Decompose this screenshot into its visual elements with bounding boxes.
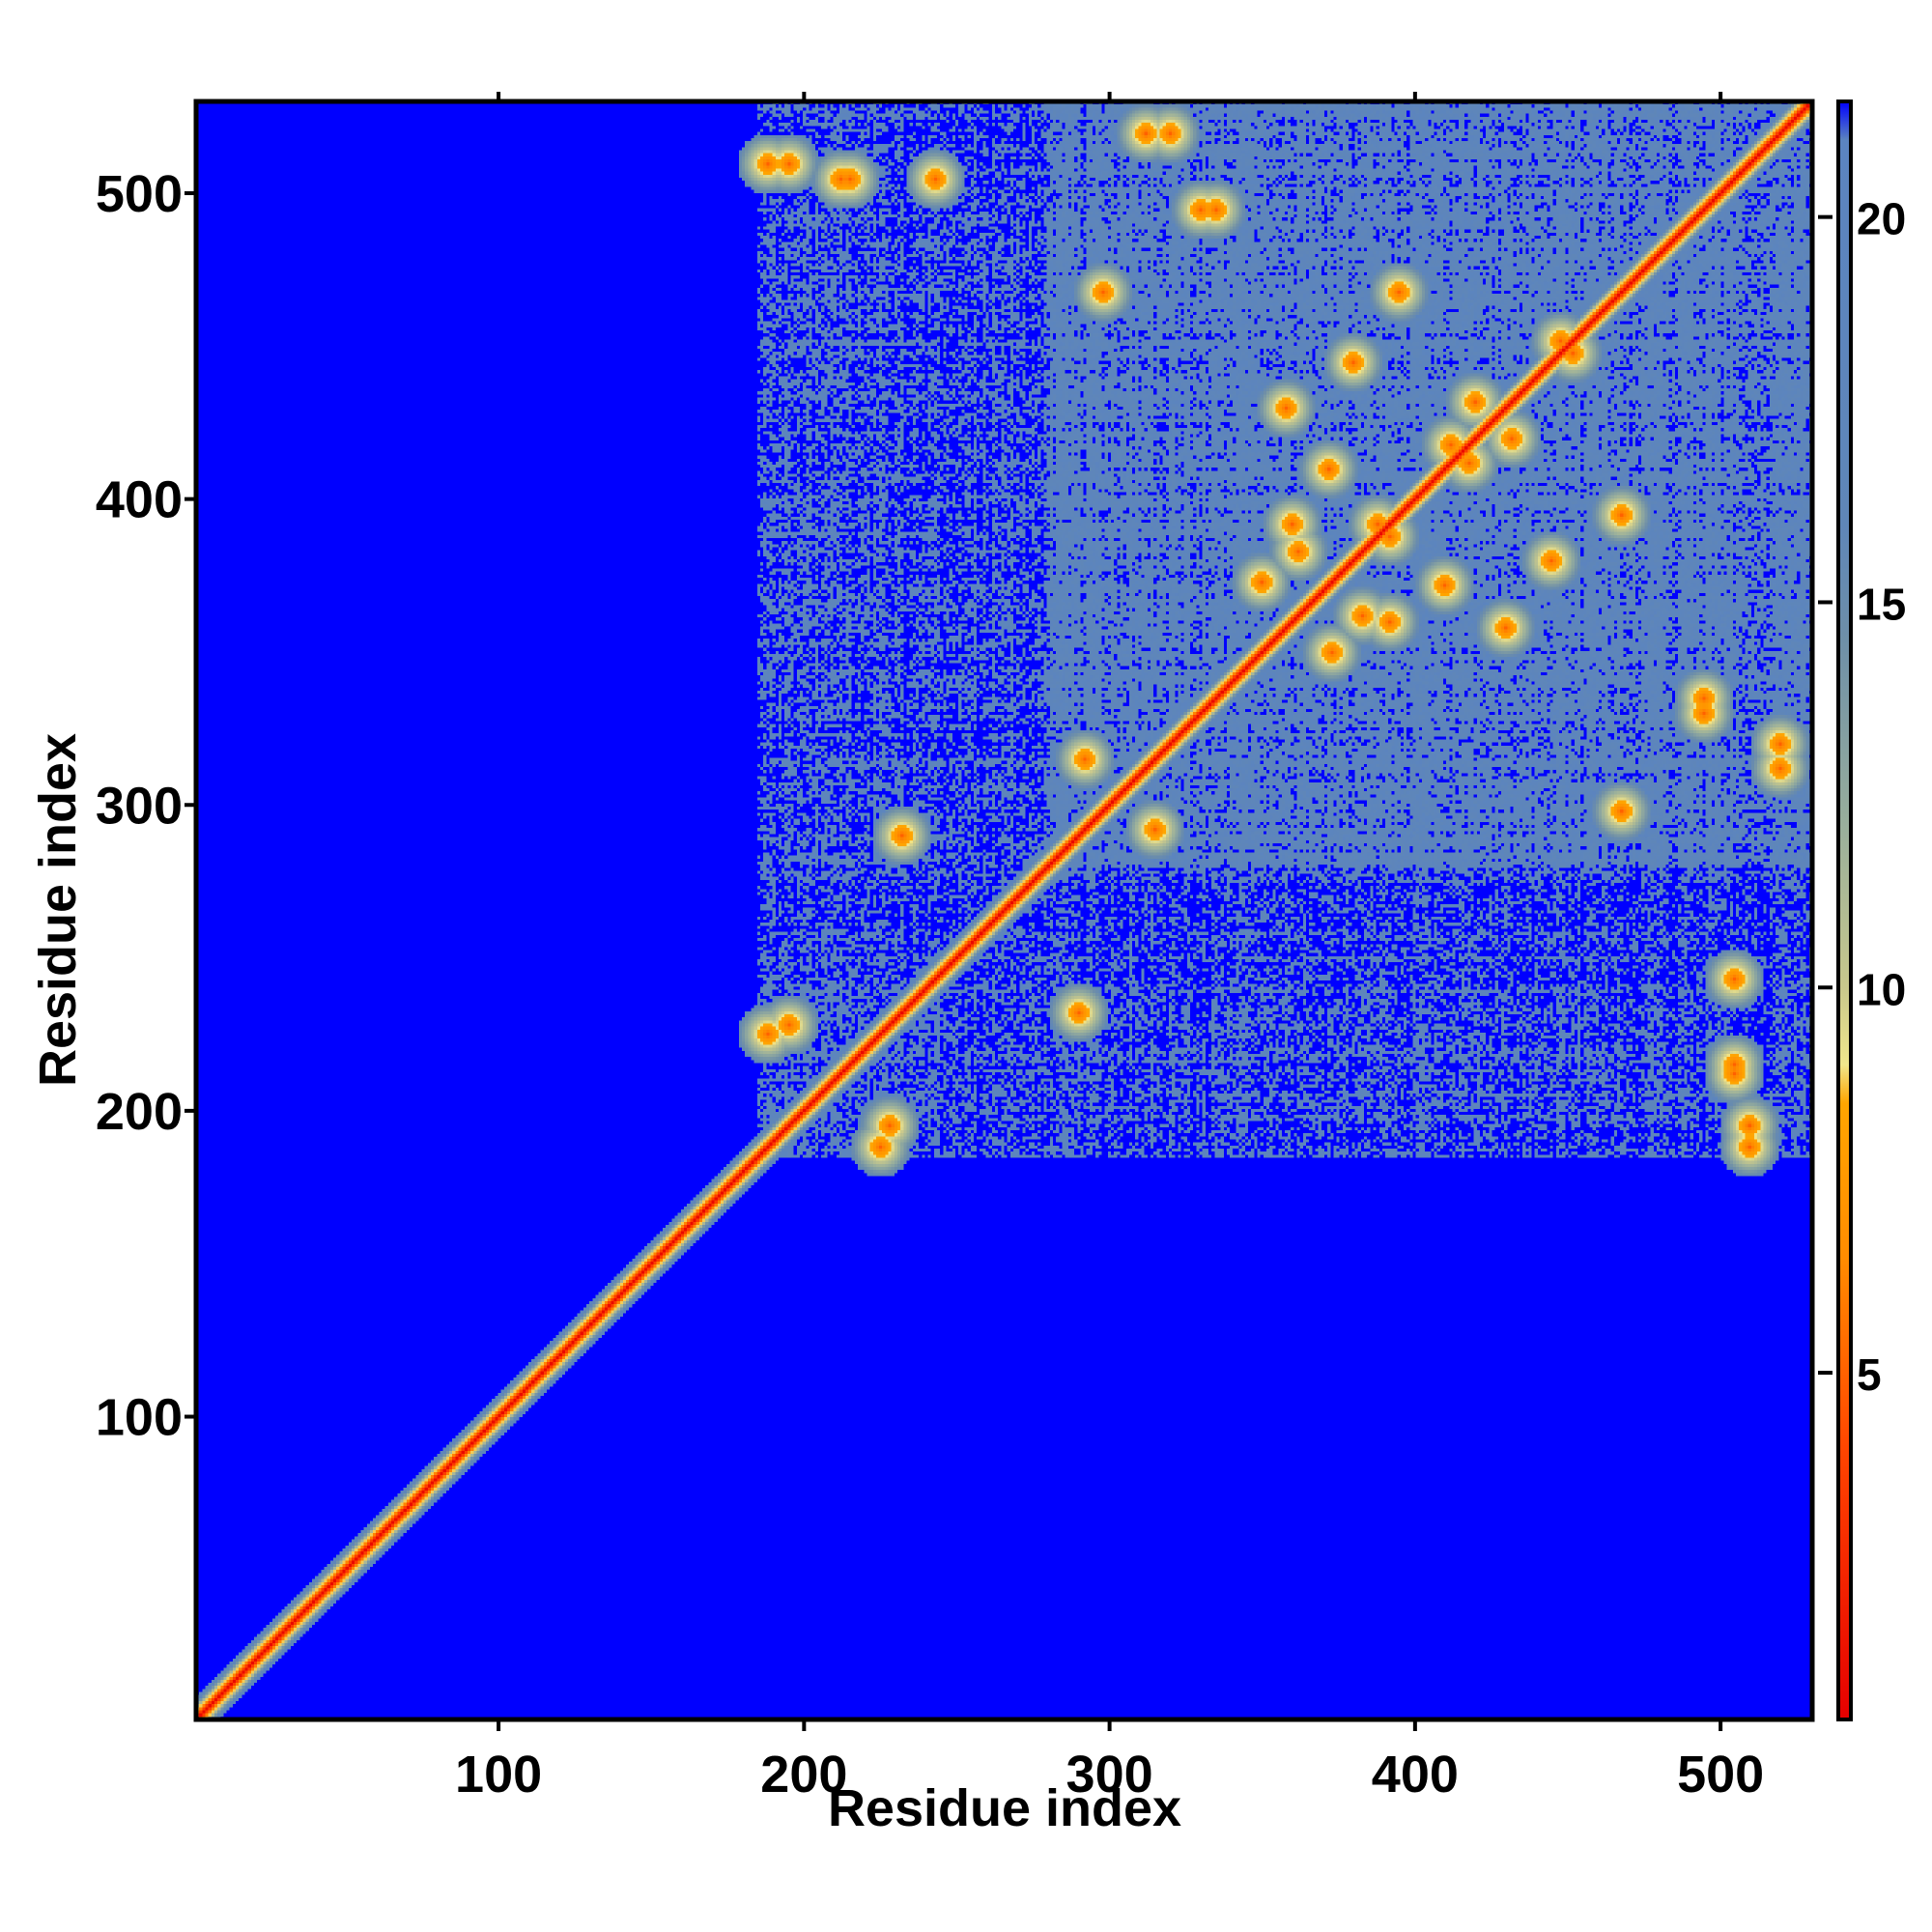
heatmap-canvas (196, 101, 1812, 1719)
y-tick-label: 400 (96, 471, 183, 529)
colorbar-tick-label: 10 (1857, 964, 1906, 1014)
y-tick-label: 500 (96, 165, 183, 223)
x-axis-ticks: 100 200 300 400 500 (455, 1719, 1764, 1804)
x-tick-label: 100 (455, 1746, 542, 1804)
colorbar-tick-label: 20 (1857, 194, 1906, 244)
y-axis-ticks: 100 200 300 400 500 (96, 165, 196, 1447)
colorbar (1836, 99, 1853, 1721)
x-axis-title: Residue index (828, 1779, 1181, 1837)
colorbar-ticks: 5 10 15 20 (1818, 194, 1906, 1400)
x-tick-label: 400 (1372, 1746, 1459, 1804)
x-tick-label: 500 (1677, 1746, 1764, 1804)
x-tick-label: 200 (760, 1746, 847, 1804)
y-tick-label: 100 (96, 1389, 183, 1447)
y-tick-label: 200 (96, 1083, 183, 1141)
top-axis-ticks (497, 92, 1723, 101)
colorbar-tick-label: 5 (1857, 1350, 1882, 1400)
y-tick-label: 300 (96, 777, 183, 835)
y-axis-title: Residue index (29, 733, 87, 1087)
plot-frame (193, 99, 1815, 1722)
x-tick-label: 300 (1066, 1746, 1153, 1804)
colorbar-tick-label: 15 (1857, 579, 1906, 629)
heatmap-area (196, 101, 1812, 1719)
